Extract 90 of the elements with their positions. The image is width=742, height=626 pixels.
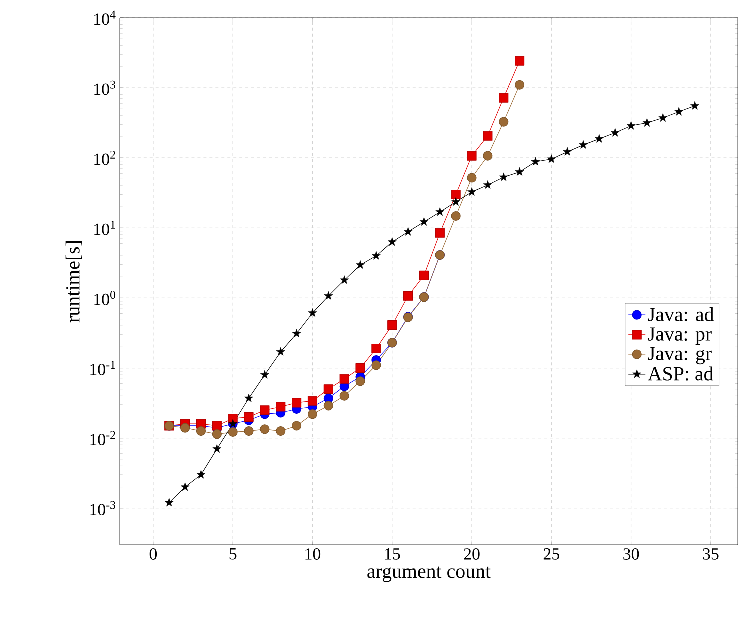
x-tick-label: 15	[385, 548, 400, 560]
point	[531, 157, 540, 166]
point	[658, 114, 668, 122]
point	[308, 396, 318, 406]
point	[372, 344, 382, 354]
point	[356, 363, 366, 374]
point	[196, 426, 206, 436]
point	[356, 260, 365, 269]
point	[324, 292, 334, 300]
point	[308, 308, 318, 318]
point	[244, 412, 254, 422]
legend-label: Java: gr	[648, 347, 712, 365]
point	[372, 360, 382, 370]
x-axis-title: argument count	[368, 566, 491, 582]
point	[451, 211, 461, 222]
y-axis-title: runtime[s]	[66, 241, 82, 323]
point	[292, 329, 302, 338]
point	[626, 121, 636, 130]
point	[690, 101, 700, 110]
y-tick-label: 10$^{0}$	[94, 291, 116, 306]
y-tick-label: 10$^{-2}$	[90, 431, 116, 446]
legend-label: Java: ad	[648, 307, 714, 322]
point	[515, 56, 525, 66]
point	[292, 421, 302, 431]
point	[404, 227, 413, 236]
point	[340, 276, 349, 284]
point	[292, 398, 302, 408]
point	[642, 118, 652, 127]
point	[180, 482, 190, 492]
point	[372, 251, 381, 260]
point	[212, 444, 222, 453]
y-tick-label: 10$^{4}$	[94, 10, 116, 26]
point	[499, 117, 509, 127]
point	[308, 410, 318, 420]
point	[324, 384, 334, 394]
point	[388, 238, 397, 246]
point	[595, 134, 604, 143]
x-tick-label: 35	[703, 548, 719, 560]
point	[674, 107, 684, 116]
point	[276, 402, 286, 412]
point	[436, 208, 445, 216]
legend-label: ASP: ad	[648, 366, 714, 381]
x-tick-label: 30	[624, 548, 640, 560]
point	[563, 147, 572, 156]
point	[467, 151, 477, 161]
point	[340, 374, 350, 384]
point	[547, 154, 556, 164]
x-tick-label: 25	[544, 548, 560, 560]
point	[340, 391, 350, 401]
point	[499, 172, 508, 182]
point	[244, 394, 254, 402]
y-tick-label: 10$^{3}$	[94, 80, 116, 96]
point	[468, 188, 476, 196]
point	[467, 173, 477, 183]
point	[276, 426, 286, 436]
point	[484, 180, 492, 190]
point	[451, 190, 461, 200]
point	[515, 168, 524, 176]
point	[452, 198, 460, 206]
point	[228, 427, 238, 438]
y-tick-label: 10$^{-1}$	[90, 361, 116, 376]
point	[499, 93, 509, 103]
point	[420, 217, 429, 226]
x-tick-label: 20	[464, 548, 480, 560]
y-tick-label: 10$^{1}$	[94, 221, 116, 236]
point	[419, 270, 430, 280]
point	[196, 470, 206, 479]
point	[404, 291, 414, 301]
point	[483, 151, 493, 161]
y-tick-label: 10$^{2}$	[94, 150, 116, 166]
point	[515, 80, 525, 90]
x-tick-label: 0	[150, 548, 158, 560]
point	[164, 498, 174, 507]
y-tick-label: 10$^{-3}$	[90, 501, 116, 516]
point	[483, 131, 493, 141]
point	[276, 347, 286, 356]
point	[244, 426, 254, 436]
point	[435, 228, 445, 238]
point	[579, 140, 588, 149]
point	[260, 424, 270, 434]
x-tick-label: 5	[230, 548, 237, 560]
point	[260, 370, 270, 379]
point	[610, 128, 620, 137]
legend-label: Java: pr	[648, 328, 712, 345]
x-tick-label: 10	[306, 548, 321, 560]
point	[388, 320, 398, 330]
point	[212, 430, 222, 440]
point	[260, 406, 270, 416]
point	[324, 401, 334, 411]
point	[356, 376, 366, 386]
